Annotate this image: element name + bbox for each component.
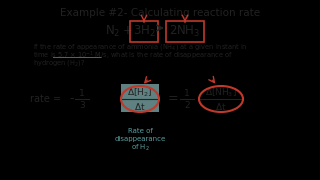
Text: $\Delta$t: $\Delta$t	[134, 100, 146, 111]
Text: 3H$_2$: 3H$_2$	[133, 24, 155, 39]
Text: Example #2- Calculating reaction rate: Example #2- Calculating reaction rate	[60, 8, 260, 18]
Text: -: -	[69, 93, 74, 105]
Text: $\Delta$[H$_2$]: $\Delta$[H$_2$]	[127, 87, 153, 99]
Text: N$_2$: N$_2$	[105, 24, 121, 39]
Text: of H$_2$: of H$_2$	[131, 143, 149, 153]
Text: 2: 2	[184, 100, 190, 109]
Text: +: +	[123, 24, 133, 37]
Text: 2NH$_3$: 2NH$_3$	[169, 24, 201, 39]
Text: time is 5.7 $\times$ 10$^{-1}$ M/s, what is the rate of disappearance of: time is 5.7 $\times$ 10$^{-1}$ M/s, what…	[33, 50, 233, 62]
Text: 1: 1	[184, 89, 190, 98]
Text: 3: 3	[79, 100, 85, 109]
Text: disappearance: disappearance	[114, 136, 166, 141]
Text: $\Delta$t: $\Delta$t	[215, 100, 227, 111]
Text: 1: 1	[79, 89, 85, 98]
Text: $\Delta$[NH$_3$]: $\Delta$[NH$_3$]	[205, 87, 237, 99]
Text: Rate of: Rate of	[128, 128, 152, 134]
Text: rate =: rate =	[30, 94, 61, 104]
Text: hydrogen (H$_2$)?: hydrogen (H$_2$)?	[33, 58, 85, 68]
FancyBboxPatch shape	[121, 84, 159, 112]
Text: If the rate of appearance of ammonia (NH$_4$) at a given instant in: If the rate of appearance of ammonia (NH…	[33, 42, 248, 52]
Text: =: =	[168, 93, 178, 105]
